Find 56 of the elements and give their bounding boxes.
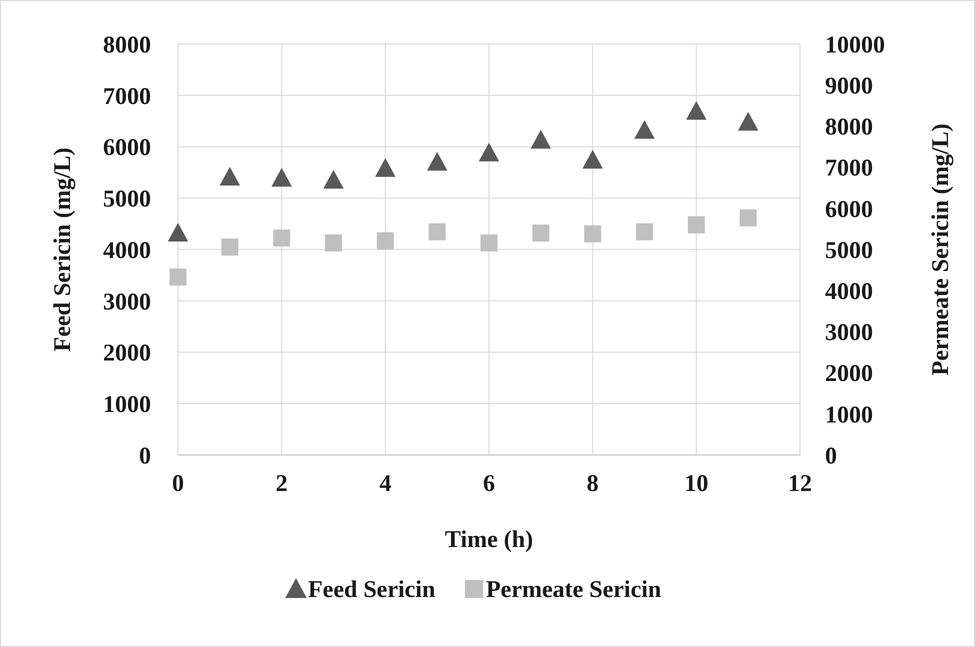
y2-tick-label: 7000 bbox=[825, 156, 873, 182]
y2-tick-label: 4000 bbox=[825, 279, 873, 305]
point bbox=[688, 216, 705, 234]
point bbox=[686, 101, 707, 120]
y2-tick-label: 1000 bbox=[825, 402, 873, 428]
y2-tick-label: 5000 bbox=[825, 238, 873, 264]
legend-label: Permeate Sericin bbox=[486, 577, 662, 603]
point bbox=[738, 112, 758, 131]
y-tick-label: 2000 bbox=[103, 340, 151, 367]
point bbox=[221, 238, 238, 256]
x-tick-label: 4 bbox=[379, 471, 392, 497]
point bbox=[584, 225, 602, 242]
point bbox=[170, 268, 186, 286]
y-tick-label: 8000 bbox=[103, 32, 151, 58]
y-tick-label: 7000 bbox=[103, 84, 151, 110]
point bbox=[582, 150, 603, 169]
point bbox=[220, 166, 240, 186]
point bbox=[325, 234, 342, 252]
y2-tick-label: 3000 bbox=[825, 320, 873, 346]
y-tick-label: 5000 bbox=[103, 186, 151, 213]
point bbox=[478, 142, 500, 162]
x-tick-label: 6 bbox=[483, 471, 495, 497]
point bbox=[375, 158, 396, 177]
point bbox=[480, 234, 498, 252]
y2-tick-label: 8000 bbox=[825, 114, 873, 141]
point bbox=[323, 170, 344, 189]
y-tick-label: 6000 bbox=[103, 135, 151, 162]
x-tick-label: 10 bbox=[684, 471, 708, 497]
point bbox=[376, 232, 394, 250]
x-tick-label: 12 bbox=[788, 471, 812, 497]
point bbox=[532, 224, 550, 242]
y-axis-title: Feed Sericin (mg/L) bbox=[50, 148, 76, 352]
y-tick-label: 3000 bbox=[103, 289, 151, 316]
point bbox=[428, 223, 446, 240]
point bbox=[530, 130, 552, 149]
x-tick-label: 2 bbox=[276, 471, 288, 497]
point bbox=[636, 223, 653, 240]
y-tick-label: 1000 bbox=[103, 392, 151, 418]
point bbox=[426, 152, 448, 171]
point bbox=[273, 229, 290, 246]
y2-tick-label: 9000 bbox=[825, 74, 873, 100]
point bbox=[271, 168, 292, 187]
y-tick-label: 0 bbox=[139, 443, 151, 470]
x-axis-title: Time (h) bbox=[444, 527, 534, 553]
y2-tick-label: 10000 bbox=[825, 32, 885, 58]
y-tick-label: 4000 bbox=[103, 238, 151, 264]
y2-tick-label: 0 bbox=[825, 443, 837, 470]
point bbox=[740, 209, 757, 226]
x-tick-label: 8 bbox=[586, 471, 599, 497]
y2-tick-label: 6000 bbox=[825, 196, 873, 223]
y2-axis-title: Permeate Sericin (mg/L) bbox=[928, 124, 954, 376]
y2-tick-label: 2000 bbox=[825, 361, 873, 388]
point bbox=[634, 120, 655, 139]
legend-label: Feed Sericin bbox=[308, 577, 436, 603]
point bbox=[168, 222, 188, 242]
x-tick-label: 0 bbox=[172, 471, 184, 497]
